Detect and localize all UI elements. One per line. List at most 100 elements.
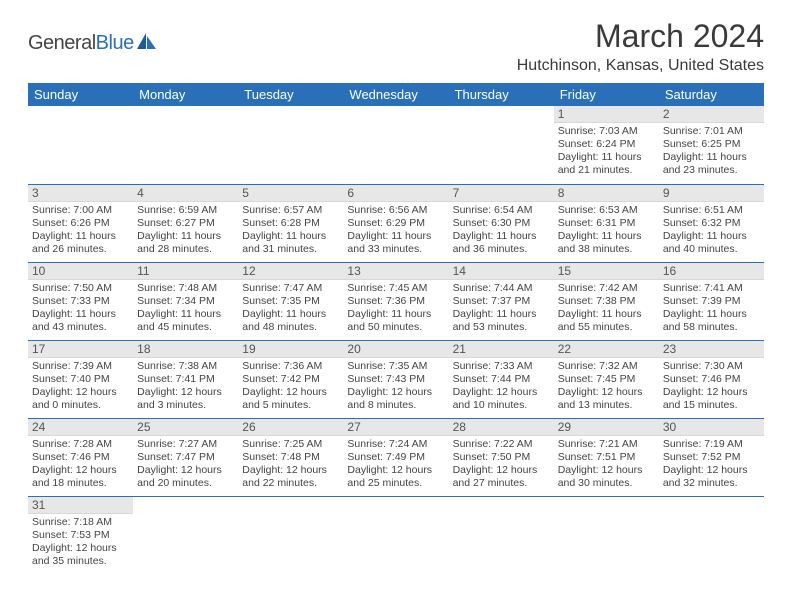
weekday-header: Monday [133,83,238,106]
day-content: Sunrise: 7:33 AMSunset: 7:44 PMDaylight:… [449,358,554,415]
calendar-day-cell: 23Sunrise: 7:30 AMSunset: 7:46 PMDayligh… [659,340,764,418]
day-number: 28 [449,419,554,436]
calendar-day-cell: 21Sunrise: 7:33 AMSunset: 7:44 PMDayligh… [449,340,554,418]
calendar-day-cell: 8Sunrise: 6:53 AMSunset: 6:31 PMDaylight… [554,184,659,262]
day-number: 4 [133,185,238,202]
weekday-header-row: SundayMondayTuesdayWednesdayThursdayFrid… [28,83,764,106]
day-content: Sunrise: 7:24 AMSunset: 7:49 PMDaylight:… [343,436,448,493]
day-content: Sunrise: 7:44 AMSunset: 7:37 PMDaylight:… [449,280,554,337]
month-title: March 2024 [517,18,764,55]
calendar-week-row: 1Sunrise: 7:03 AMSunset: 6:24 PMDaylight… [28,106,764,184]
day-number: 11 [133,263,238,280]
day-content: Sunrise: 7:32 AMSunset: 7:45 PMDaylight:… [554,358,659,415]
day-number: 2 [659,106,764,123]
day-content: Sunrise: 7:19 AMSunset: 7:52 PMDaylight:… [659,436,764,493]
day-number: 13 [343,263,448,280]
calendar-week-row: 24Sunrise: 7:28 AMSunset: 7:46 PMDayligh… [28,418,764,496]
calendar-day-cell: 30Sunrise: 7:19 AMSunset: 7:52 PMDayligh… [659,418,764,496]
day-content: Sunrise: 7:36 AMSunset: 7:42 PMDaylight:… [238,358,343,415]
calendar-day-cell: 10Sunrise: 7:50 AMSunset: 7:33 PMDayligh… [28,262,133,340]
calendar-table: SundayMondayTuesdayWednesdayThursdayFrid… [28,83,764,574]
day-number: 27 [343,419,448,436]
calendar-day-cell: 6Sunrise: 6:56 AMSunset: 6:29 PMDaylight… [343,184,448,262]
logo: GeneralBlue [28,32,158,55]
calendar-day-cell [343,106,448,184]
calendar-day-cell: 4Sunrise: 6:59 AMSunset: 6:27 PMDaylight… [133,184,238,262]
day-number: 23 [659,341,764,358]
title-block: March 2024 Hutchinson, Kansas, United St… [517,18,764,75]
calendar-day-cell: 20Sunrise: 7:35 AMSunset: 7:43 PMDayligh… [343,340,448,418]
calendar-day-cell: 28Sunrise: 7:22 AMSunset: 7:50 PMDayligh… [449,418,554,496]
day-content: Sunrise: 7:25 AMSunset: 7:48 PMDaylight:… [238,436,343,493]
day-content: Sunrise: 7:00 AMSunset: 6:26 PMDaylight:… [28,202,133,259]
calendar-day-cell [449,106,554,184]
weekday-header: Tuesday [238,83,343,106]
day-content: Sunrise: 6:53 AMSunset: 6:31 PMDaylight:… [554,202,659,259]
calendar-day-cell: 13Sunrise: 7:45 AMSunset: 7:36 PMDayligh… [343,262,448,340]
day-content: Sunrise: 7:47 AMSunset: 7:35 PMDaylight:… [238,280,343,337]
day-number: 24 [28,419,133,436]
calendar-week-row: 10Sunrise: 7:50 AMSunset: 7:33 PMDayligh… [28,262,764,340]
day-content: Sunrise: 6:51 AMSunset: 6:32 PMDaylight:… [659,202,764,259]
calendar-day-cell: 15Sunrise: 7:42 AMSunset: 7:38 PMDayligh… [554,262,659,340]
calendar-day-cell: 25Sunrise: 7:27 AMSunset: 7:47 PMDayligh… [133,418,238,496]
day-content: Sunrise: 7:27 AMSunset: 7:47 PMDaylight:… [133,436,238,493]
calendar-day-cell [133,496,238,574]
day-content: Sunrise: 7:21 AMSunset: 7:51 PMDaylight:… [554,436,659,493]
day-number: 26 [238,419,343,436]
location: Hutchinson, Kansas, United States [517,57,764,75]
header: GeneralBlue March 2024 Hutchinson, Kansa… [28,18,764,75]
sail-icon [136,32,158,55]
day-content: Sunrise: 7:39 AMSunset: 7:40 PMDaylight:… [28,358,133,415]
calendar-day-cell [238,106,343,184]
day-content: Sunrise: 6:57 AMSunset: 6:28 PMDaylight:… [238,202,343,259]
day-content: Sunrise: 7:18 AMSunset: 7:53 PMDaylight:… [28,514,133,571]
calendar-week-row: 31Sunrise: 7:18 AMSunset: 7:53 PMDayligh… [28,496,764,574]
calendar-day-cell: 31Sunrise: 7:18 AMSunset: 7:53 PMDayligh… [28,496,133,574]
day-number: 19 [238,341,343,358]
calendar-day-cell: 14Sunrise: 7:44 AMSunset: 7:37 PMDayligh… [449,262,554,340]
calendar-day-cell: 26Sunrise: 7:25 AMSunset: 7:48 PMDayligh… [238,418,343,496]
calendar-day-cell: 16Sunrise: 7:41 AMSunset: 7:39 PMDayligh… [659,262,764,340]
day-number: 31 [28,497,133,514]
day-number: 20 [343,341,448,358]
day-content: Sunrise: 7:45 AMSunset: 7:36 PMDaylight:… [343,280,448,337]
calendar-day-cell: 1Sunrise: 7:03 AMSunset: 6:24 PMDaylight… [554,106,659,184]
day-content: Sunrise: 7:35 AMSunset: 7:43 PMDaylight:… [343,358,448,415]
calendar-day-cell: 18Sunrise: 7:38 AMSunset: 7:41 PMDayligh… [133,340,238,418]
calendar-day-cell: 29Sunrise: 7:21 AMSunset: 7:51 PMDayligh… [554,418,659,496]
calendar-day-cell: 5Sunrise: 6:57 AMSunset: 6:28 PMDaylight… [238,184,343,262]
calendar-day-cell [343,496,448,574]
calendar-day-cell: 7Sunrise: 6:54 AMSunset: 6:30 PMDaylight… [449,184,554,262]
day-content: Sunrise: 7:50 AMSunset: 7:33 PMDaylight:… [28,280,133,337]
day-number: 18 [133,341,238,358]
day-number: 7 [449,185,554,202]
calendar-day-cell: 9Sunrise: 6:51 AMSunset: 6:32 PMDaylight… [659,184,764,262]
day-content: Sunrise: 7:42 AMSunset: 7:38 PMDaylight:… [554,280,659,337]
weekday-header: Saturday [659,83,764,106]
day-number: 10 [28,263,133,280]
calendar-week-row: 3Sunrise: 7:00 AMSunset: 6:26 PMDaylight… [28,184,764,262]
day-content: Sunrise: 7:30 AMSunset: 7:46 PMDaylight:… [659,358,764,415]
calendar-day-cell: 22Sunrise: 7:32 AMSunset: 7:45 PMDayligh… [554,340,659,418]
day-content: Sunrise: 7:03 AMSunset: 6:24 PMDaylight:… [554,123,659,180]
calendar-day-cell [133,106,238,184]
day-number: 16 [659,263,764,280]
calendar-day-cell: 3Sunrise: 7:00 AMSunset: 6:26 PMDaylight… [28,184,133,262]
calendar-day-cell: 11Sunrise: 7:48 AMSunset: 7:34 PMDayligh… [133,262,238,340]
calendar-week-row: 17Sunrise: 7:39 AMSunset: 7:40 PMDayligh… [28,340,764,418]
day-number: 3 [28,185,133,202]
logo-text-general: General [28,32,96,55]
day-number: 30 [659,419,764,436]
day-number: 29 [554,419,659,436]
day-number: 15 [554,263,659,280]
calendar-body: 1Sunrise: 7:03 AMSunset: 6:24 PMDaylight… [28,106,764,574]
day-content: Sunrise: 7:01 AMSunset: 6:25 PMDaylight:… [659,123,764,180]
day-number: 14 [449,263,554,280]
day-content: Sunrise: 7:38 AMSunset: 7:41 PMDaylight:… [133,358,238,415]
day-number: 17 [28,341,133,358]
logo-text-blue: Blue [96,32,134,55]
calendar-day-cell [238,496,343,574]
calendar-day-cell [554,496,659,574]
weekday-header: Sunday [28,83,133,106]
